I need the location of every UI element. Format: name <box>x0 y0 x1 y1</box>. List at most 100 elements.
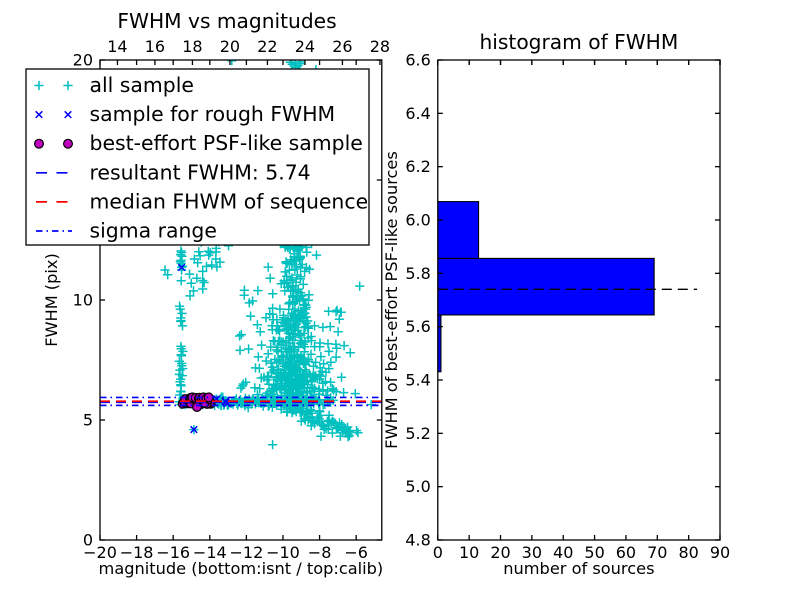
legend-label: sigma range <box>90 219 217 243</box>
legend-entry: sigma range <box>36 219 217 243</box>
sample-point <box>266 342 276 352</box>
x-tick-label: 0 <box>433 543 443 562</box>
sample-point <box>324 306 334 316</box>
sample-point <box>299 308 309 318</box>
sample-point <box>327 428 337 438</box>
y-tick-label: 6.0 <box>405 211 430 230</box>
sample-point <box>315 338 325 348</box>
sample-point <box>244 344 254 354</box>
sample-point <box>267 325 277 335</box>
sample-point <box>268 289 278 299</box>
sample-point <box>281 258 291 268</box>
sample-point <box>262 375 272 385</box>
sample-point <box>250 363 261 373</box>
circle-marker-icon <box>33 138 44 149</box>
sample-point <box>282 407 292 417</box>
sample-point <box>201 261 212 271</box>
hist-bar <box>437 257 655 316</box>
y-tick-label: 0 <box>83 531 93 550</box>
sample-point <box>257 340 267 350</box>
sample-point <box>313 412 323 422</box>
sample-point <box>246 311 256 321</box>
sample-point <box>192 273 202 283</box>
plus-marker-icon <box>63 80 73 91</box>
sample-point <box>298 294 308 304</box>
sample-point <box>190 425 198 434</box>
sample-point <box>311 250 322 260</box>
sample-point <box>295 253 305 263</box>
sample-point <box>317 366 327 377</box>
sample-point <box>194 247 204 257</box>
sample-point <box>261 313 271 323</box>
legend: all sample sample for rough FWHM best-effo… <box>25 68 370 246</box>
sample-point <box>306 349 316 359</box>
y-tick-label: 20 <box>73 51 93 70</box>
x-tick-label: 10 <box>459 543 479 562</box>
top-x-tick-label: 16 <box>145 37 165 56</box>
sample-point <box>323 339 333 349</box>
top-x-tick-label: 26 <box>332 37 352 56</box>
sample-point <box>339 341 349 351</box>
sample-point <box>335 431 345 441</box>
sample-point <box>336 372 347 382</box>
sample-point <box>215 257 225 267</box>
sample-point <box>326 377 336 387</box>
sample-point <box>263 349 273 359</box>
sample-point <box>308 372 318 382</box>
sample-point <box>353 428 363 438</box>
x-tick-label: −12 <box>230 543 264 562</box>
sample-point <box>177 308 187 318</box>
top-x-tick-label: 18 <box>182 37 202 56</box>
sample-point <box>237 381 248 391</box>
right-plot: 0 10 20 30 40 50 60 70 80 90 4.8 5.0 5.2 5.4 5.6 5.8 6.0… <box>382 30 730 578</box>
top-x-tick-label: 24 <box>295 37 315 56</box>
x-tick-label: 90 <box>710 543 730 562</box>
x-tick-label: −18 <box>120 543 154 562</box>
sample-point <box>256 373 266 383</box>
sample-point <box>177 371 187 381</box>
sample-point <box>175 301 185 311</box>
left-plot-title: FWHM vs magnitudes <box>117 9 336 33</box>
sample-point <box>235 331 245 341</box>
sample-point <box>292 369 302 379</box>
sample-point <box>176 276 186 286</box>
left-plot-xlabel: magnitude (bottom:isnt / top:calib) <box>99 559 384 578</box>
sample-point <box>306 406 317 416</box>
x-tick-label: 20 <box>490 543 510 562</box>
y-tick-label: 5.8 <box>405 264 430 283</box>
sample-point <box>334 418 345 428</box>
sample-point <box>290 296 300 306</box>
sample-point <box>284 371 294 381</box>
sample-point <box>253 352 263 362</box>
sample-point <box>324 364 334 374</box>
legend-entry: resultant FWHM: 5.74 <box>36 160 311 184</box>
sample-point <box>301 375 311 385</box>
sample-point <box>345 348 355 358</box>
sample-point <box>285 60 295 67</box>
sample-point <box>308 361 319 371</box>
sample-point <box>268 440 278 450</box>
sample-point <box>221 397 229 406</box>
top-x-tick-label: 28 <box>370 37 390 56</box>
hist-bar <box>437 201 480 259</box>
sample-point <box>232 398 242 408</box>
sample-point <box>336 307 346 317</box>
sample-point <box>291 277 301 287</box>
sample-point <box>355 281 365 291</box>
sample-point <box>339 388 349 398</box>
sample-point <box>299 414 309 424</box>
x-tick-label: 30 <box>522 543 542 562</box>
sample-point <box>304 264 315 274</box>
legend-label: median FHWM of sequence <box>90 189 369 213</box>
sample-point <box>236 330 246 340</box>
sample-point <box>212 262 222 272</box>
sample-point <box>290 254 300 264</box>
sample-point <box>316 352 326 362</box>
sample-point <box>253 286 263 296</box>
histogram-bars <box>437 201 655 373</box>
x-tick-label: −20 <box>83 543 117 562</box>
sample-point <box>287 308 297 318</box>
sample-point <box>207 260 217 270</box>
circle-marker-icon <box>62 138 73 149</box>
